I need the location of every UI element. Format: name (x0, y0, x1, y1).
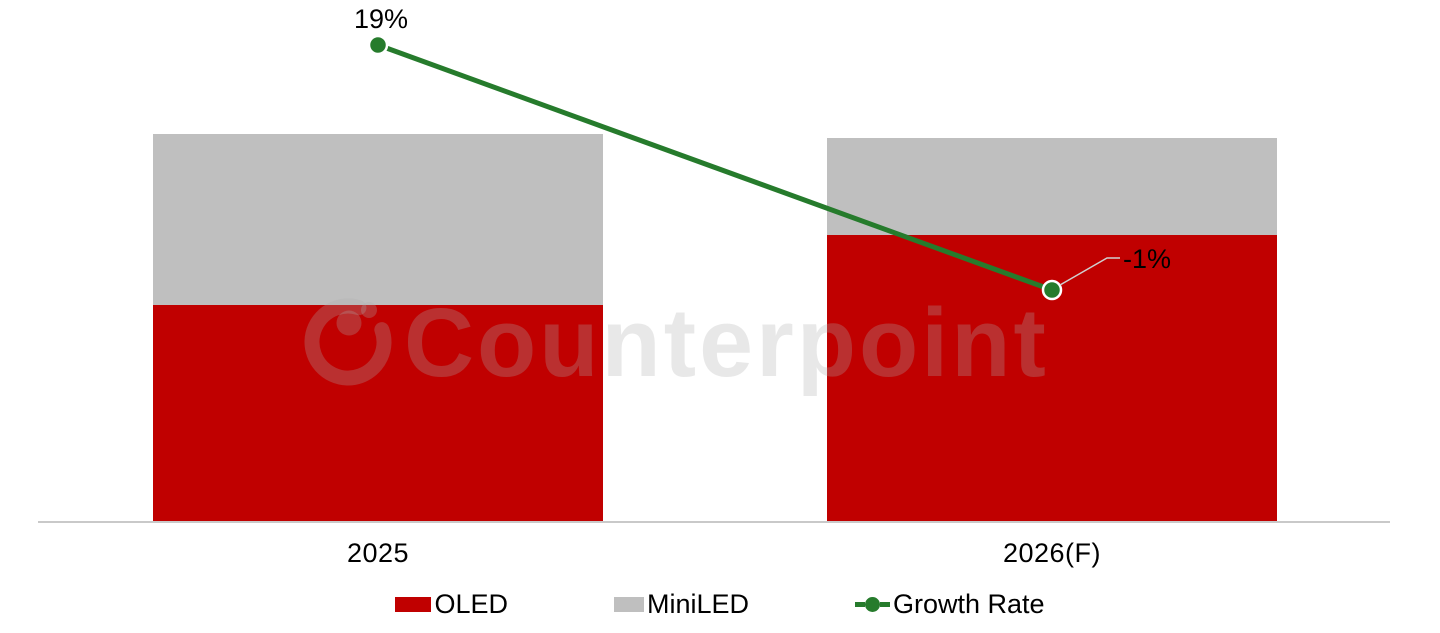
bar-segment-miniled-2025 (153, 134, 603, 305)
legend-label-miniled: MiniLED (646, 589, 749, 619)
growth-point-2025 (367, 34, 389, 56)
legend: OLED MiniLED Growth Rate (0, 589, 1440, 620)
oled-swatch-icon (395, 597, 432, 612)
legend-label-oled: OLED (434, 589, 508, 619)
x-axis-label-2025: 2025 (346, 538, 410, 568)
x-axis-label-2026: 2026(F) (1002, 538, 1102, 568)
bar-segment-miniled-2026(F) (827, 137, 1277, 235)
x-axis-line (38, 521, 1390, 523)
bar-segment-oled-2026(F) (827, 234, 1277, 522)
legend-item-growth: Growth Rate (855, 589, 1045, 620)
legend-item-miniled: MiniLED (613, 589, 749, 620)
legend-item-oled: OLED (395, 589, 508, 620)
bar-segment-oled-2025 (153, 304, 603, 522)
legend-label-growth: Growth Rate (893, 589, 1045, 619)
growth-label-2025: 19% (353, 4, 409, 34)
growth-rate-marker-icon (855, 597, 890, 612)
miniled-swatch-icon (613, 597, 644, 612)
